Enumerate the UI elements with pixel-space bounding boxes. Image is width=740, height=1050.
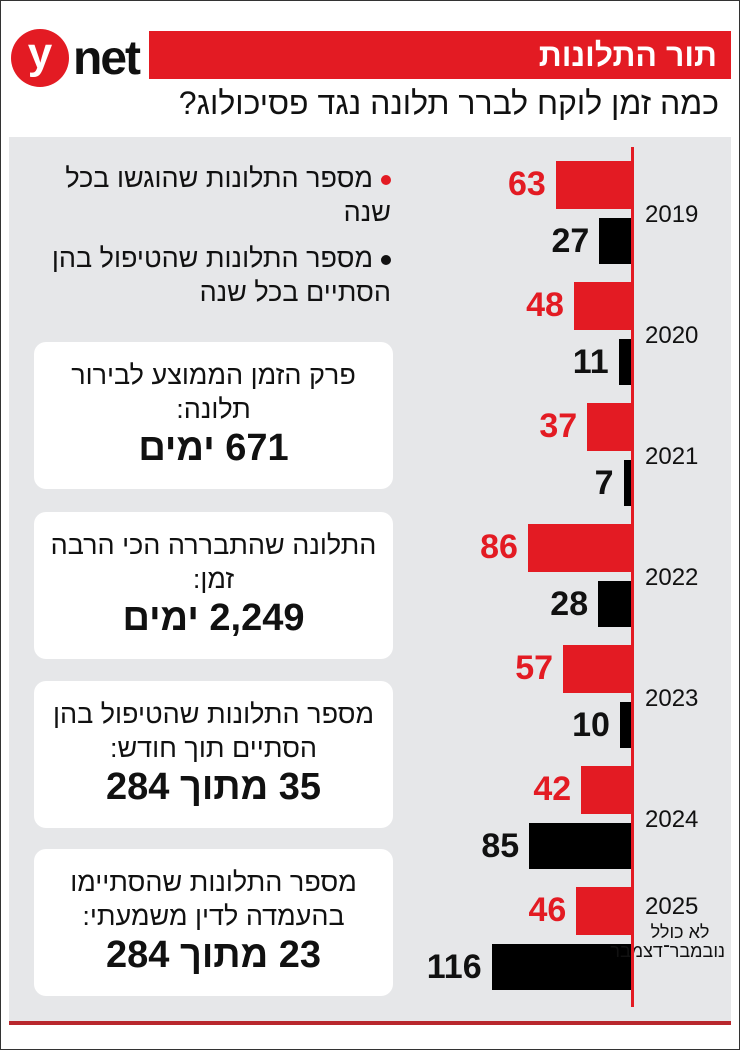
handled-bar-2023 — [619, 702, 632, 748]
year-label-2023: 2023 — [645, 685, 699, 712]
year-label-2022: 2022 — [645, 564, 699, 591]
bottom-divider — [9, 1021, 731, 1025]
section-banner: תור התלונות — [149, 31, 731, 79]
year-label-2024: 2024 — [645, 806, 699, 833]
stat-label: מספר התלונות שהטיפול בהן הסתיים תוך חודש… — [52, 699, 375, 763]
filed-label-2020: 48 — [526, 286, 564, 324]
filed-label-2023: 57 — [515, 649, 554, 687]
handled-bar-2024 — [529, 823, 632, 869]
filed-bar-2020 — [573, 282, 632, 330]
handled-label-2023: 10 — [572, 706, 610, 744]
stat-value: 23 מתוך 284 — [105, 934, 322, 976]
black-dot-icon — [381, 254, 391, 265]
filed-bar-2024 — [581, 766, 632, 814]
handled-bar-2020 — [618, 339, 632, 385]
handled-bar-2021 — [623, 460, 632, 506]
stat-label: מספר התלונות שהסתיימו בהעמדה לדין משמעתי… — [70, 867, 357, 931]
chart-axis — [631, 147, 634, 1007]
red-dot-icon — [381, 174, 391, 185]
stat-label: פרק הזמן הממוצע לבירור תלונה: — [71, 360, 356, 424]
ynet-logo: y net — [11, 29, 141, 87]
handled-bar-2022 — [598, 581, 632, 627]
filed-bar-2019 — [555, 161, 632, 209]
year-label-2021: 2021 — [645, 443, 699, 470]
logo-net: net — [73, 31, 141, 85]
legend-item-filed: מספר התלונות שהוגשו בכל שנה — [51, 161, 391, 229]
filed-bar-2025 — [576, 887, 632, 935]
stat-box-disciplinary: מספר התלונות שהסתיימו בהעמדה לדין משמעתי… — [34, 849, 393, 996]
year-label-2025: 2025 — [645, 893, 699, 920]
stat-box-month: מספר התלונות שהטיפול בהן הסתיים תוך חודש… — [34, 681, 393, 828]
filed-label-2021: 37 — [539, 407, 578, 445]
year-note-2025: לא כולל נובמבר־דצמבר — [610, 922, 725, 961]
legend-label: מספר התלונות שהוגשו בכל שנה — [65, 163, 391, 227]
logo-y: y — [11, 29, 69, 87]
handled-label-2022: 28 — [550, 585, 589, 623]
stat-box-average: פרק הזמן הממוצע לבירור תלונה: 671 ימים — [34, 342, 393, 489]
handled-label-2020: 11 — [572, 343, 609, 381]
filed-label-2022: 86 — [480, 528, 518, 566]
stat-value: 671 ימים — [138, 427, 289, 469]
year-label-2019: 2019 — [645, 201, 699, 228]
filed-bar-2021 — [587, 403, 632, 451]
filed-bar-2022 — [527, 524, 632, 572]
handled-label-2021: 7 — [594, 464, 614, 502]
page-title: כמה זמן לוקח לברר תלונה נגד פסיכולוג? — [178, 85, 719, 121]
stat-value: 2,249 ימים — [122, 597, 305, 639]
handled-label-2025: 116 — [426, 948, 482, 986]
filed-bar-2023 — [563, 645, 632, 693]
handled-label-2024: 85 — [481, 827, 520, 865]
stat-value: 35 מתוך 284 — [105, 766, 322, 808]
handled-bar-2019 — [599, 218, 632, 264]
filed-label-2019: 63 — [507, 165, 546, 203]
year-label-2020: 2020 — [645, 322, 699, 349]
handled-label-2019: 27 — [551, 222, 590, 260]
handled-bar-2025 — [491, 944, 632, 990]
legend-item-handled: מספר התלונות שהטיפול בהן הסתיים בכל שנה — [51, 241, 391, 309]
filed-label-2025: 46 — [528, 891, 567, 929]
stat-label: התלונה שהתבררה הכי הרבה זמן: — [50, 530, 377, 594]
stat-box-longest: התלונה שהתבררה הכי הרבה זמן: 2,249 ימים — [34, 512, 393, 659]
legend-label: מספר התלונות שהטיפול בהן הסתיים בכל שנה — [51, 243, 391, 307]
filed-label-2024: 42 — [533, 770, 572, 808]
